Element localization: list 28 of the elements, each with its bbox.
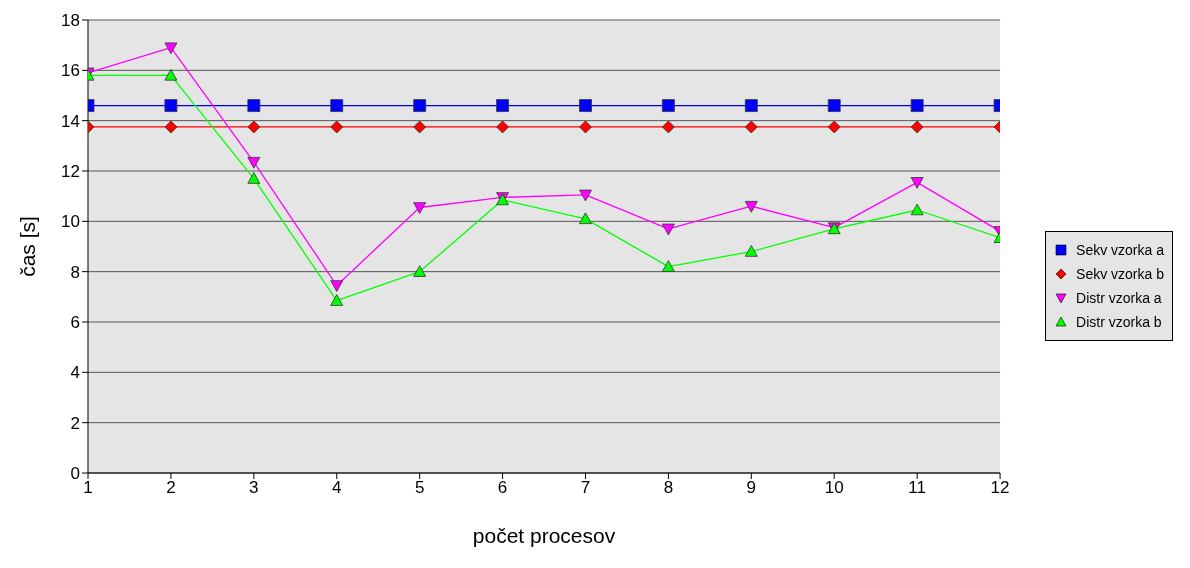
y-tick-label: 10 — [61, 212, 80, 232]
x-tick-label: 9 — [746, 478, 757, 498]
x-tick-label: 12 — [990, 478, 1010, 498]
x-tick-label: 4 — [332, 478, 342, 498]
x-tick-label: 3 — [249, 478, 259, 498]
x-tick-label: 2 — [166, 478, 176, 498]
x-axis-title: počet procesov — [472, 524, 616, 547]
legend-label: Distr vzorka a — [1076, 289, 1162, 306]
x-tick-label: 6 — [497, 478, 508, 498]
y-tick-label: 2 — [70, 413, 80, 433]
y-tick-label: 4 — [70, 363, 80, 383]
x-tick-label: 7 — [580, 478, 591, 498]
y-tick-label: 14 — [61, 111, 80, 131]
x-tick-label: 5 — [414, 478, 425, 498]
legend-label: Distr vzorka b — [1076, 313, 1162, 330]
y-tick-label: 16 — [61, 61, 80, 81]
x-tick-label: 8 — [663, 478, 674, 498]
x-tick-label: 1 — [83, 478, 93, 498]
y-tick-label: 6 — [70, 313, 80, 333]
y-tick-label: 12 — [61, 162, 80, 182]
y-tick-label: 8 — [70, 262, 80, 282]
y-tick-label: 0 — [70, 464, 80, 484]
x-tick-label: 11 — [908, 478, 926, 498]
y-axis-title: čas [s] — [16, 216, 40, 277]
x-tick-label: 10 — [824, 478, 844, 498]
legend-label: Sekv vzorka b — [1076, 265, 1164, 282]
legend-label: Sekv vzorka a — [1076, 241, 1164, 258]
y-tick-label: 18 — [61, 11, 80, 31]
